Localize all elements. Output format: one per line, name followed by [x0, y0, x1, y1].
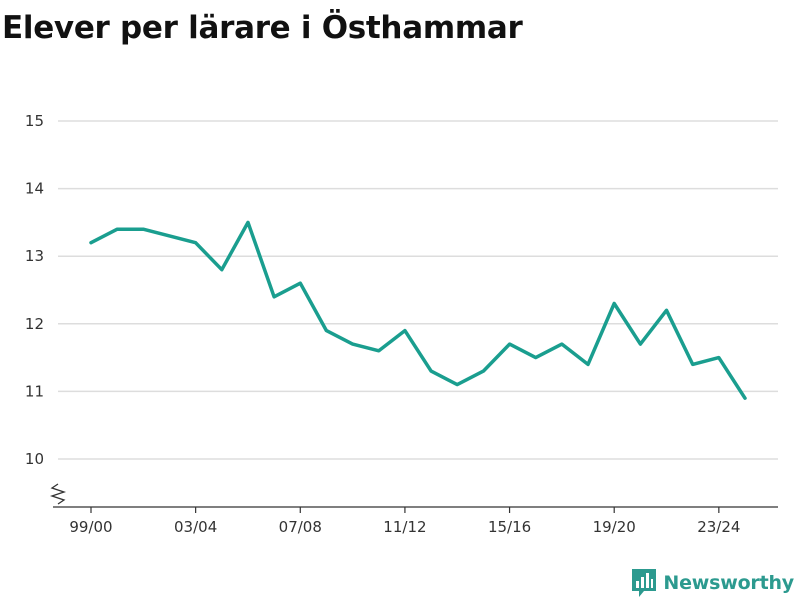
- data-point: [716, 355, 722, 361]
- x-tick-label: 07/08: [279, 518, 322, 536]
- data-point: [271, 294, 277, 300]
- x-tick-label: 11/12: [383, 518, 426, 536]
- gridlines: [58, 120, 778, 460]
- axis-break-icon: [49, 483, 67, 505]
- x-tick-label: 15/16: [488, 518, 531, 536]
- data-point: [690, 361, 696, 367]
- chart-title: Elever per lärare i Östhammar: [2, 10, 523, 46]
- data-point: [559, 341, 565, 347]
- data-point: [480, 368, 486, 374]
- data-point: [533, 355, 539, 361]
- data-point: [742, 395, 748, 401]
- x-tick-label: 23/24: [697, 518, 740, 536]
- data-point: [219, 267, 225, 273]
- data-point: [611, 301, 617, 307]
- y-tick-label: 10: [25, 450, 44, 468]
- data-point: [88, 240, 94, 246]
- y-tick-label: 14: [25, 180, 44, 198]
- y-axis-tick-labels: 10 11 12 13 14 15: [25, 112, 44, 468]
- x-tick-label: 19/20: [593, 518, 636, 536]
- x-axis-tick-labels: 99/00 03/04 07/08 11/12 15/16 19/20 23/24: [69, 507, 740, 536]
- brand: Newsworthy: [631, 568, 794, 598]
- data-point: [402, 328, 408, 334]
- data-point: [323, 328, 329, 334]
- data-point: [664, 307, 670, 313]
- x-axis: [49, 483, 778, 508]
- y-tick-label: 11: [25, 382, 44, 400]
- data-point: [140, 226, 146, 232]
- data-point: [376, 348, 382, 354]
- series-layer: [88, 219, 748, 401]
- data-point: [637, 341, 643, 347]
- data-point: [245, 219, 251, 225]
- y-tick-label: 15: [25, 112, 44, 130]
- data-point: [114, 226, 120, 232]
- brand-name: Newsworthy: [663, 572, 794, 594]
- data-point: [350, 341, 356, 347]
- x-tick-label: 99/00: [69, 518, 112, 536]
- data-point: [507, 341, 513, 347]
- data-point: [193, 240, 199, 246]
- data-point: [166, 233, 172, 239]
- y-tick-label: 12: [25, 315, 44, 333]
- bar-chart-logo-icon: [632, 569, 657, 597]
- data-point: [428, 368, 434, 374]
- data-point: [585, 361, 591, 367]
- series-line: [89, 220, 747, 400]
- data-point: [454, 382, 460, 388]
- line-chart: 10 11 12 13 14 15 99/00 03/04 07/08 11/12 15/16 19…: [25, 112, 778, 536]
- y-tick-label: 13: [25, 247, 44, 265]
- x-tick-label: 03/04: [174, 518, 217, 536]
- data-point: [297, 280, 303, 286]
